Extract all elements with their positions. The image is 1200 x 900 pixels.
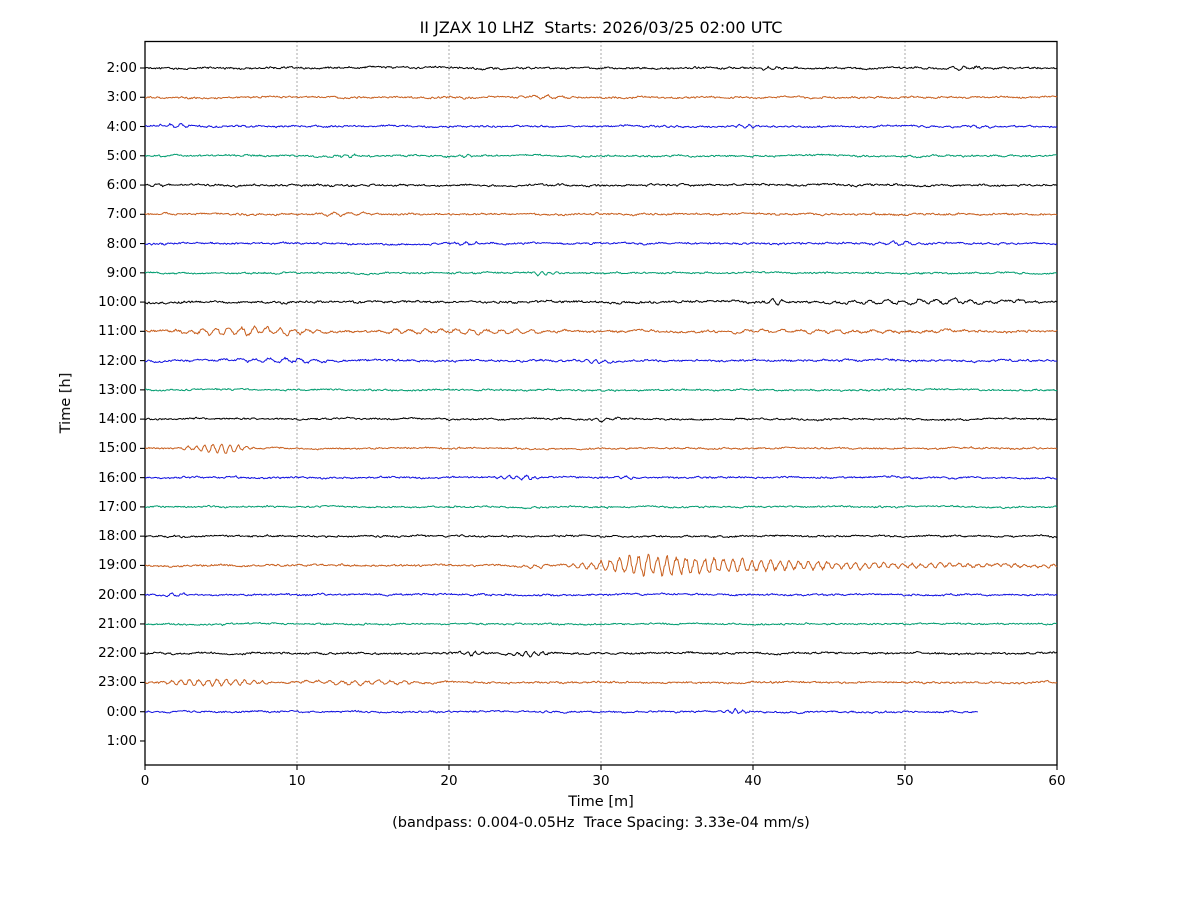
y-tick-label: 14:00 [98, 411, 137, 428]
y-tick-label: 16:00 [98, 469, 137, 486]
y-tick-label: 15:00 [98, 440, 137, 457]
x-tick-label: 20 [440, 773, 458, 789]
x-tick-label: 30 [592, 773, 610, 789]
y-tick-label: 8:00 [106, 235, 137, 252]
x-tick-label: 50 [896, 773, 914, 789]
y-tick-label: 3:00 [106, 89, 137, 106]
chart-title: II JZAX 10 LHZ Starts: 2026/03/25 02:00 … [419, 18, 783, 37]
y-tick-label: 20:00 [98, 586, 137, 603]
y-tick-label: 1:00 [106, 732, 137, 749]
y-tick-label: 12:00 [98, 352, 137, 369]
x-tick-label: 0 [140, 773, 150, 789]
y-tick-label: 4:00 [106, 118, 137, 135]
x-tick-label: 60 [1048, 773, 1066, 789]
y-tick-label: 17:00 [98, 498, 137, 515]
y-tick-label: 18:00 [98, 528, 137, 545]
y-tick-label: 9:00 [106, 264, 137, 281]
y-tick-label: 7:00 [106, 206, 137, 223]
y-tick-label: 10:00 [98, 294, 137, 311]
chart-subtitle: (bandpass: 0.004-0.05Hz Trace Spacing: 3… [392, 815, 810, 831]
y-tick-label: 11:00 [98, 323, 137, 340]
x-tick-label: 40 [744, 773, 762, 789]
y-tick-label: 21:00 [98, 615, 137, 632]
y-tick-label: 6:00 [106, 177, 137, 194]
x-tick-label: 10 [288, 773, 306, 789]
y-tick-label: 22:00 [98, 645, 137, 662]
y-tick-label: 23:00 [98, 674, 137, 691]
y-tick-label: 0:00 [106, 703, 137, 720]
y-tick-label: 13:00 [98, 381, 137, 398]
y-tick-label: 5:00 [106, 147, 137, 164]
y-tick-label: 2:00 [106, 60, 137, 76]
y-tick-label: 19:00 [98, 557, 137, 574]
x-axis-label: Time [m] [568, 794, 634, 810]
